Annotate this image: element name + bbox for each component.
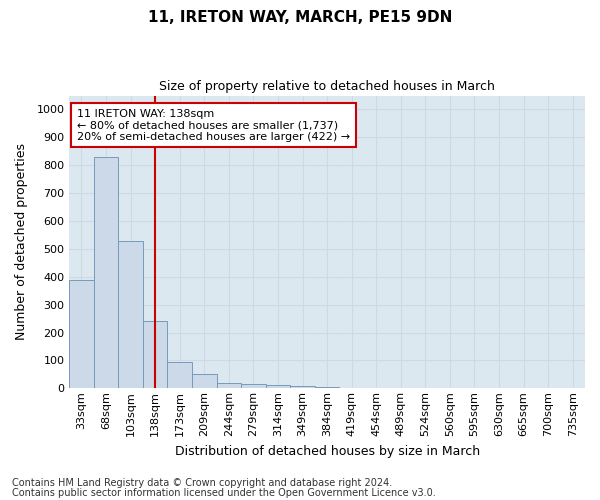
Bar — [118, 240, 143, 388]
Text: 11, IRETON WAY, MARCH, PE15 9DN: 11, IRETON WAY, MARCH, PE15 9DN — [148, 10, 452, 25]
Bar — [315, 387, 340, 388]
Bar — [69, 280, 94, 388]
Text: Contains HM Land Registry data © Crown copyright and database right 2024.: Contains HM Land Registry data © Crown c… — [12, 478, 392, 488]
Bar — [94, 157, 118, 388]
Y-axis label: Number of detached properties: Number of detached properties — [15, 144, 28, 340]
Bar — [192, 374, 217, 388]
Bar — [290, 386, 315, 388]
Bar — [143, 322, 167, 388]
Text: 11 IRETON WAY: 138sqm
← 80% of detached houses are smaller (1,737)
20% of semi-d: 11 IRETON WAY: 138sqm ← 80% of detached … — [77, 108, 350, 142]
X-axis label: Distribution of detached houses by size in March: Distribution of detached houses by size … — [175, 444, 479, 458]
Text: Contains public sector information licensed under the Open Government Licence v3: Contains public sector information licen… — [12, 488, 436, 498]
Bar — [217, 382, 241, 388]
Bar — [266, 386, 290, 388]
Title: Size of property relative to detached houses in March: Size of property relative to detached ho… — [159, 80, 495, 93]
Bar — [241, 384, 266, 388]
Bar — [167, 362, 192, 388]
